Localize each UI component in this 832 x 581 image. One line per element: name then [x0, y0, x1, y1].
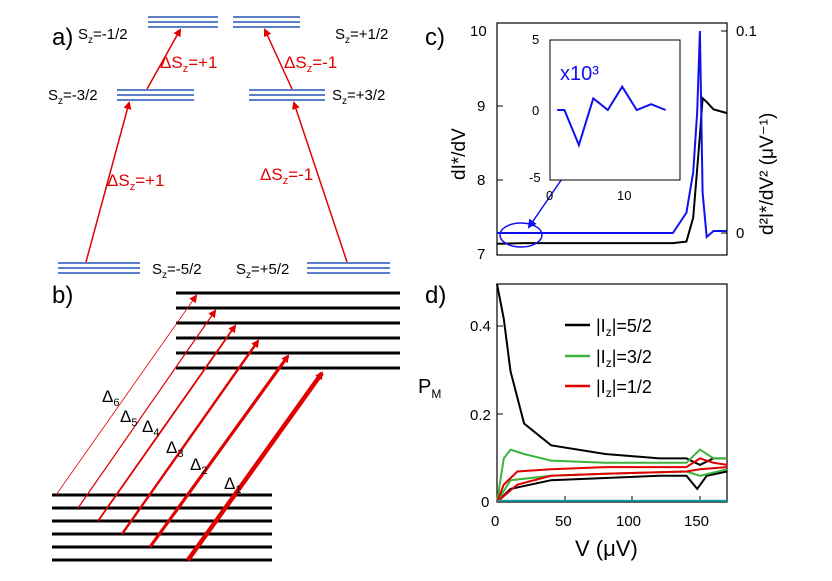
delta3-arrow — [121, 339, 260, 535]
d-ytick-0.2: 0.2 — [470, 407, 491, 424]
delta6-label: Δ6 — [102, 387, 119, 409]
level-top-right — [233, 16, 300, 28]
panel-c-tickmarks — [497, 30, 727, 234]
d-xtick-0: 0 — [491, 513, 499, 530]
panel-b-label: b) — [52, 282, 73, 309]
transition-arrow-2 — [292, 101, 348, 263]
c-inset-frame — [549, 39, 681, 181]
level-label-plus-half: Sz=+1/2 — [335, 26, 388, 46]
d-xtick-100: 100 — [616, 513, 641, 530]
level-mid-left — [117, 89, 194, 101]
level-label-minus-half: Sz=-1/2 — [78, 26, 128, 46]
upper-level-set — [176, 291, 400, 370]
d-series-3-2-upper — [496, 448, 727, 503]
transition-label-top-left: ΔSz=+1 — [160, 53, 218, 75]
c-series-didv — [496, 96, 728, 245]
d-xtick-50: 50 — [555, 513, 572, 530]
transition-label-bottom-right: ΔSz=-1 — [260, 165, 313, 187]
level-label-plus-five-half: Sz=+5/2 — [236, 261, 289, 281]
d-series-1-2-upper — [496, 457, 728, 503]
panel-b: b) Δ6 Δ5 Δ4 Δ3 Δ2 Δ1 — [52, 282, 400, 562]
transition-arrow-1 — [85, 101, 132, 263]
c-ylabel-right: d²I*/dV² (μV⁻¹) — [757, 113, 778, 235]
c-inset-xtick-10: 10 — [617, 188, 631, 203]
d-xtick-150: 150 — [684, 513, 709, 530]
c-ytick-10: 10 — [470, 23, 487, 40]
panel-d: d) 0.4 0.2 0 0 50 100 150 PM V (μV) |Iz|… — [418, 282, 728, 561]
transition-arrow-4 — [263, 28, 293, 90]
delta2-arrow — [148, 354, 290, 548]
c-inset-ytick-neg5: -5 — [529, 170, 541, 185]
legend-label-3-2: |Iz|=3/2 — [596, 347, 652, 370]
c-ytick-7: 7 — [477, 246, 485, 263]
level-label-minus-three-half: Sz=-3/2 — [48, 87, 98, 107]
c-ytick-9: 9 — [477, 98, 485, 115]
delta1-arrow — [186, 371, 324, 562]
d-ytick-0.4: 0.4 — [470, 318, 491, 335]
delta1-label: Δ1 — [224, 474, 241, 496]
c-right-tick-0.1: 0.1 — [736, 23, 757, 40]
legend-label-1-2: |Iz|=1/2 — [596, 377, 652, 400]
panel-c: c) 10 9 8 7 0.1 0 dI*/dV d²I*/dV² (μV⁻¹)… — [425, 22, 778, 263]
level-bottom-right — [307, 262, 390, 274]
d-series-5-2-lower — [496, 470, 728, 503]
level-label-minus-five-half: Sz=-5/2 — [152, 261, 202, 281]
delta4-arrow — [97, 324, 237, 522]
delta2-label: Δ2 — [190, 455, 207, 477]
c-right-tick-0: 0 — [736, 225, 744, 242]
legend-label-5-2: |Iz|=5/2 — [596, 316, 652, 339]
d-ylabel: PM — [418, 376, 441, 401]
level-label-plus-three-half: Sz=+3/2 — [332, 87, 385, 107]
d-series-5-2-upper — [496, 283, 727, 467]
d-ytick-0: 0 — [481, 494, 489, 511]
d-legend: |Iz|=5/2 |Iz|=3/2 |Iz|=1/2 — [565, 316, 652, 400]
d-xlabel: V (μV) — [575, 536, 638, 561]
c-inset-ytick-5: 5 — [532, 32, 539, 47]
c-inset-multiplier: x10³ — [560, 63, 599, 85]
panel-a-label: a) — [52, 24, 73, 51]
d-series-1-2-lower — [496, 466, 728, 503]
c-inset-series — [557, 84, 666, 148]
panel-a: a) Sz=-1/2 Sz=+1/2 Sz=-3/2 Sz=+3/2 Sz=-5… — [48, 16, 390, 281]
delta3-label: Δ3 — [166, 438, 183, 460]
transition-label-bottom-left: ΔSz=+1 — [107, 171, 165, 193]
panel-c-frame — [496, 22, 728, 256]
panel-c-label: c) — [425, 24, 445, 51]
panel-d-frame — [496, 283, 728, 503]
level-top-left — [148, 16, 218, 28]
level-mid-right — [249, 89, 325, 101]
panel-c-left-ticks: 10 9 8 7 — [470, 23, 487, 263]
transition-label-top-right: ΔSz=-1 — [284, 53, 337, 75]
c-inset-xtick-0: 0 — [546, 188, 553, 203]
c-ylabel-left: dI*/dV — [449, 128, 470, 180]
delta5-arrow — [77, 309, 217, 509]
delta6-arrow — [55, 294, 198, 496]
c-zoom-ellipse — [499, 222, 543, 248]
lower-level-set — [52, 493, 272, 562]
c-series-d2idv2 — [497, 30, 727, 240]
level-bottom-left — [58, 262, 140, 274]
c-ytick-8: 8 — [477, 172, 485, 189]
d-series-group — [496, 283, 728, 503]
delta4-label: Δ4 — [142, 417, 159, 439]
delta5-label: Δ5 — [120, 407, 137, 429]
c-inset-ytick-0: 0 — [532, 103, 539, 118]
panel-d-label: d) — [425, 282, 446, 309]
transition-arrow-3 — [146, 28, 181, 90]
